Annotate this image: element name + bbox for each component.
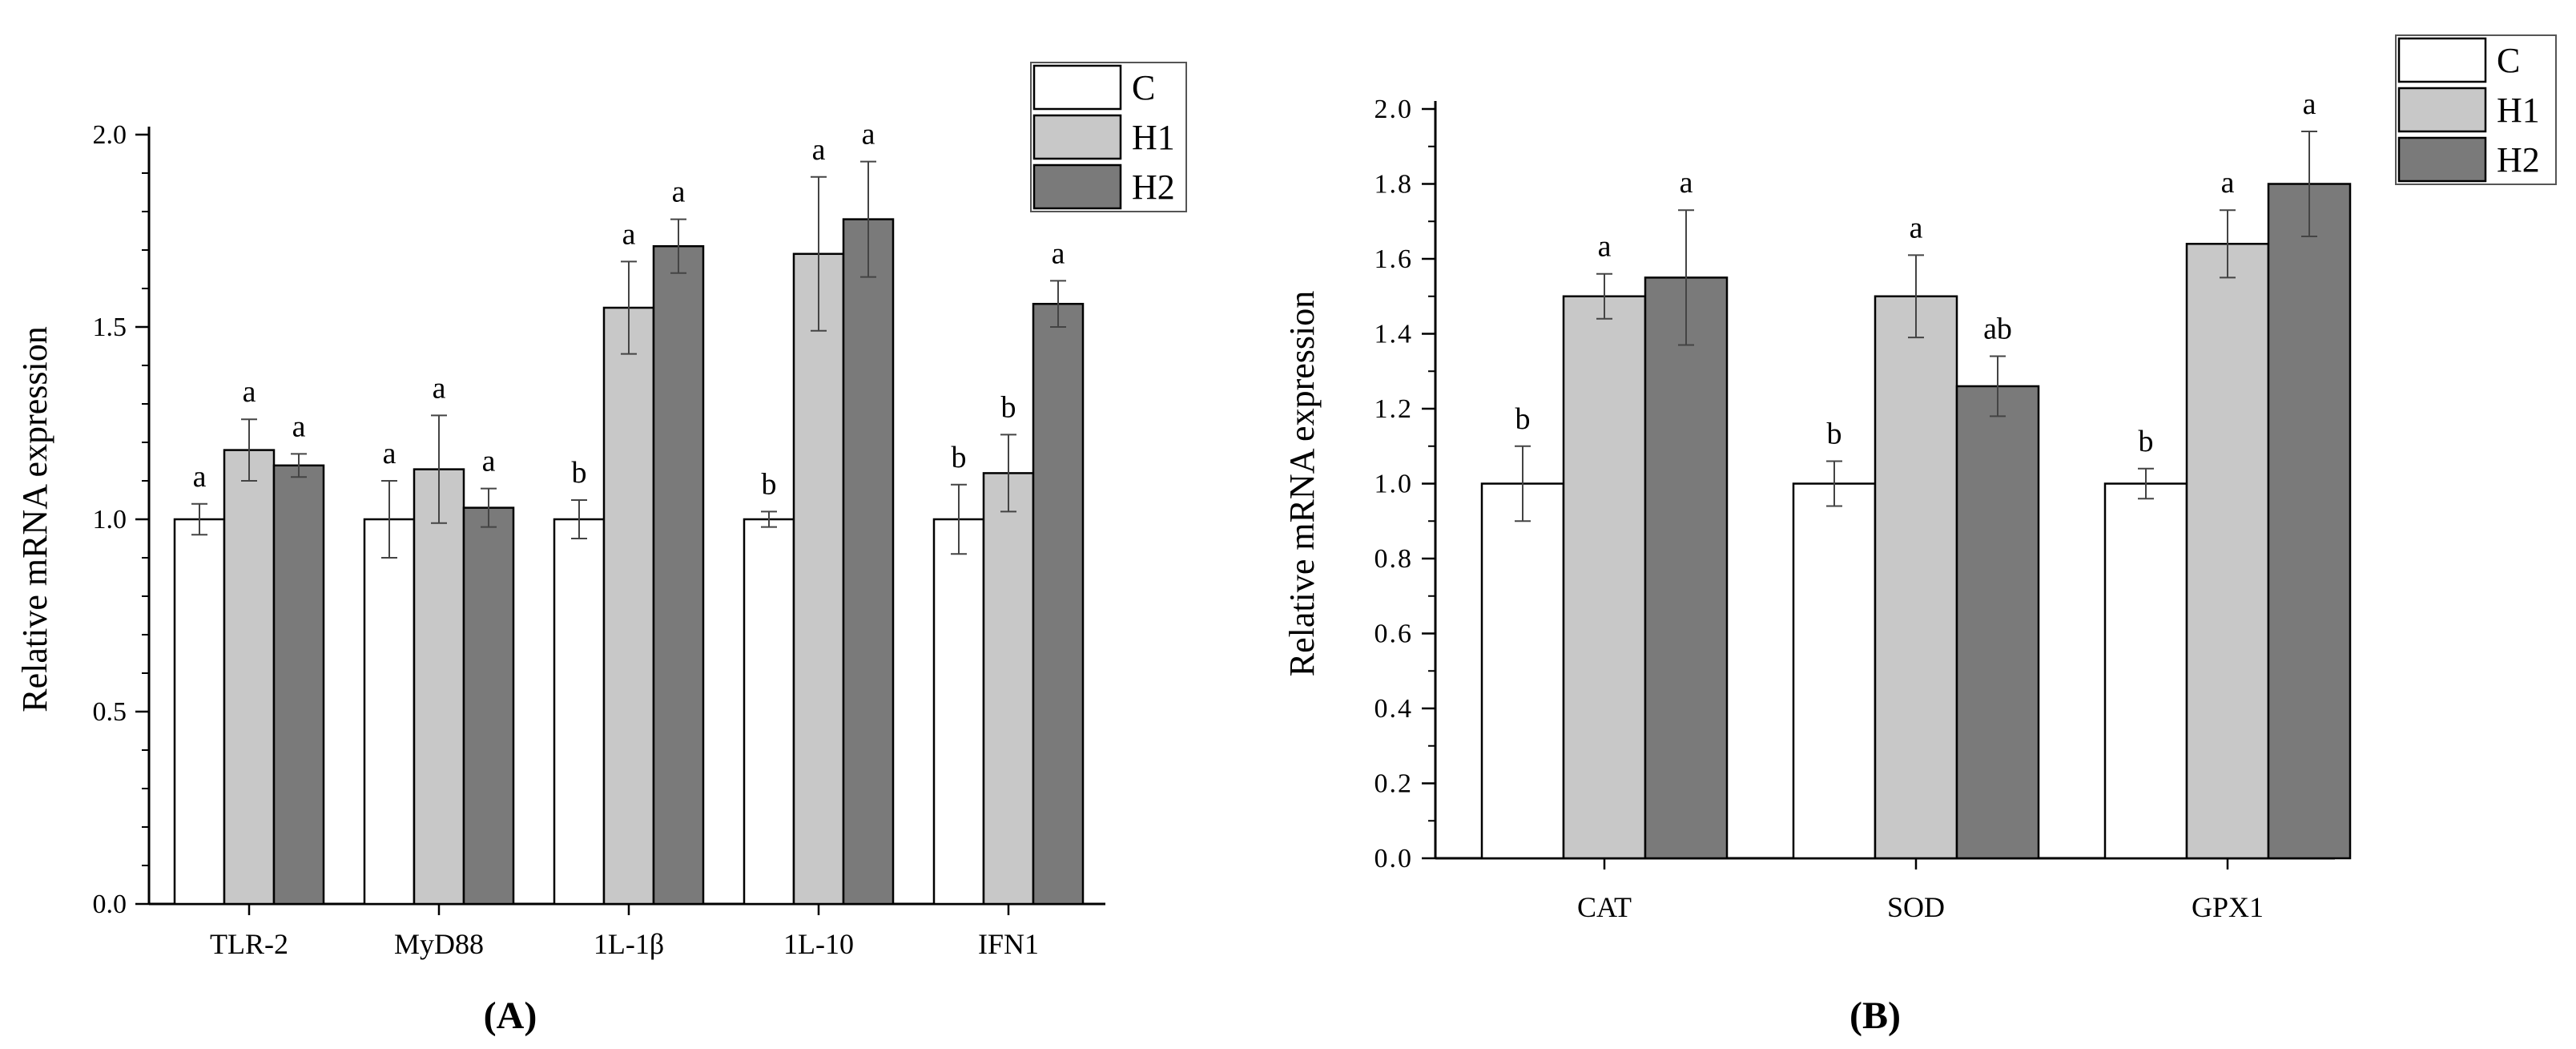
panel-b-legend-label-H2: H2 bbox=[2497, 140, 2540, 180]
panel-a-legend-label-C: C bbox=[1132, 68, 1155, 107]
panel-a-bar-C-0 bbox=[173, 518, 226, 906]
panel-a-bar-H1-2 bbox=[602, 306, 655, 906]
panel-a-y-tick-label: 0.5 bbox=[93, 697, 127, 727]
panel-a-significance-label: b bbox=[1001, 390, 1016, 424]
panel-a-y-axis-title: Relative mRNA expression bbox=[15, 326, 54, 712]
panel-a-significance-label: a bbox=[433, 371, 446, 405]
panel-a-bar-C-1 bbox=[363, 518, 416, 906]
panel-b-y-tick-label: 1.2 bbox=[1375, 394, 1414, 424]
panel-a-bar-H2-3 bbox=[842, 218, 895, 906]
panel-a-category-label: TLR-2 bbox=[210, 928, 288, 960]
panel-b-bar-C-1 bbox=[1792, 482, 1877, 860]
panel-b-y-tick-label: 1.6 bbox=[1375, 244, 1414, 274]
panel-b-y-tick-label: 0.8 bbox=[1375, 544, 1414, 574]
panel-b-significance-label: a bbox=[1598, 230, 1612, 264]
panel-a-category-label: 1L-10 bbox=[783, 928, 854, 960]
panel-a-y-tick-label: 1.5 bbox=[93, 313, 127, 342]
panel-a-bar-H1-3 bbox=[792, 252, 845, 906]
panel-a-significance-label: a bbox=[672, 176, 686, 209]
panel-a-legend-label-H1: H1 bbox=[1132, 118, 1175, 157]
panel-b-panel-label: (B) bbox=[1849, 995, 1901, 1037]
panel-b-y-axis-title: Relative mRNA expression bbox=[1282, 291, 1322, 677]
panel-b-legend-label-C: C bbox=[2497, 41, 2520, 80]
panel-a-significance-label: b bbox=[762, 467, 777, 501]
panel-a-bar-C-2 bbox=[553, 518, 606, 906]
panel-b-significance-label: b bbox=[1515, 402, 1531, 436]
panel-b-legend-swatch-H2 bbox=[2397, 136, 2487, 183]
panel-b-bar-H1-1 bbox=[1874, 295, 1958, 860]
panel-b-legend-swatch-C bbox=[2397, 37, 2487, 83]
panel-a-significance-label: a bbox=[1052, 236, 1065, 270]
panel-a-significance-label: a bbox=[292, 410, 306, 443]
panel-b-y-tick-label: 0.2 bbox=[1375, 769, 1414, 799]
panel-a-legend-swatch-H2 bbox=[1032, 163, 1122, 210]
panel-b-significance-label: ab bbox=[1983, 313, 2012, 346]
panel-a-significance-label: a bbox=[193, 460, 207, 494]
panel-a-significance-label: a bbox=[862, 118, 875, 151]
panel-a-bar-C-3 bbox=[743, 518, 795, 906]
panel-a-significance-label: a bbox=[383, 437, 396, 470]
panel-b-bar-H1-0 bbox=[1562, 295, 1647, 860]
panel-a-significance-label: a bbox=[812, 133, 826, 167]
panel-b-category-label: GPX1 bbox=[2192, 891, 2264, 923]
panel-b-y-tick-label: 0.4 bbox=[1375, 694, 1414, 724]
panel-b-y-tick-label: 0.0 bbox=[1375, 844, 1414, 873]
panel-b-bar-H2-0 bbox=[1644, 276, 1729, 860]
panel-a-bar-C-4 bbox=[932, 518, 985, 906]
panel-a-bar-H2-4 bbox=[1032, 302, 1085, 906]
panel-a-y-tick-label: 2.0 bbox=[93, 120, 127, 150]
panel-b-significance-label: a bbox=[2221, 166, 2235, 200]
panel-a-y-tick-label: 1.0 bbox=[93, 505, 127, 535]
panel-a-bar-H1-4 bbox=[982, 472, 1035, 906]
panel-b-bar-H2-2 bbox=[2267, 183, 2352, 860]
panel-a-legend-swatch-C bbox=[1032, 64, 1122, 111]
panel-a-bar-H2-0 bbox=[272, 464, 325, 906]
panel-a-bar-H1-1 bbox=[413, 468, 465, 906]
panel-b-legend-label-H1: H1 bbox=[2497, 91, 2540, 130]
panel-a-legend-swatch-H1 bbox=[1032, 114, 1122, 160]
panel-b-significance-label: a bbox=[1680, 166, 1693, 200]
panel-a-bar-H2-1 bbox=[462, 506, 515, 906]
panel-b-bar-C-0 bbox=[1480, 482, 1565, 860]
panel-b-y-tick-label: 1.0 bbox=[1375, 470, 1414, 499]
panel-b-bar-H2-1 bbox=[1955, 385, 2040, 860]
panel-a-category-label: IFN1 bbox=[978, 928, 1039, 960]
panel-a-bar-H2-2 bbox=[652, 244, 705, 906]
panel-b-y-tick-label: 1.4 bbox=[1375, 320, 1414, 349]
panel-a-category-label: MyD88 bbox=[394, 928, 484, 960]
panel-a-category-label: 1L-1β bbox=[594, 928, 664, 960]
panel-a-significance-label: a bbox=[243, 375, 256, 409]
panel-b-category-label: SOD bbox=[1887, 891, 1945, 923]
panel-b-bar-C-2 bbox=[2103, 482, 2188, 860]
panel-b-y-tick-label: 0.6 bbox=[1375, 619, 1414, 649]
panel-a-panel-label: (A) bbox=[484, 995, 537, 1037]
panel-b-y-tick-label: 2.0 bbox=[1375, 95, 1414, 124]
panel-a-significance-label: b bbox=[952, 441, 967, 474]
panel-b-significance-label: b bbox=[1827, 417, 1842, 450]
panel-b-legend-swatch-H1 bbox=[2397, 87, 2487, 133]
panel-a-significance-label: a bbox=[622, 217, 636, 251]
panel-b-significance-label: b bbox=[2139, 425, 2154, 458]
panel-a-significance-label: a bbox=[482, 445, 496, 478]
panel-b-significance-label: a bbox=[2303, 87, 2316, 121]
panel-a-bar-H1-0 bbox=[223, 449, 276, 906]
panel-b-chart: 0.0 0.2 0.4 0.6 0.8 1.0 1.2 1.4 1.6 1.8 2.0 Relativ… bbox=[1282, 34, 2557, 1037]
panel-a-significance-label: b bbox=[572, 456, 587, 490]
panel-a-legend-label-H2: H2 bbox=[1132, 167, 1175, 207]
panel-b-category-label: CAT bbox=[1577, 891, 1632, 923]
panel-a-chart: 0.0 0.5 1.0 1.5 2.0 Relative mRNA expression a… bbox=[15, 62, 1187, 1037]
panel-b-bar-H1-2 bbox=[2185, 243, 2270, 860]
panel-b-significance-label: a bbox=[1910, 211, 1923, 244]
panel-b-y-tick-label: 1.8 bbox=[1375, 170, 1414, 200]
panel-a-y-tick-label: 0.0 bbox=[93, 890, 127, 919]
